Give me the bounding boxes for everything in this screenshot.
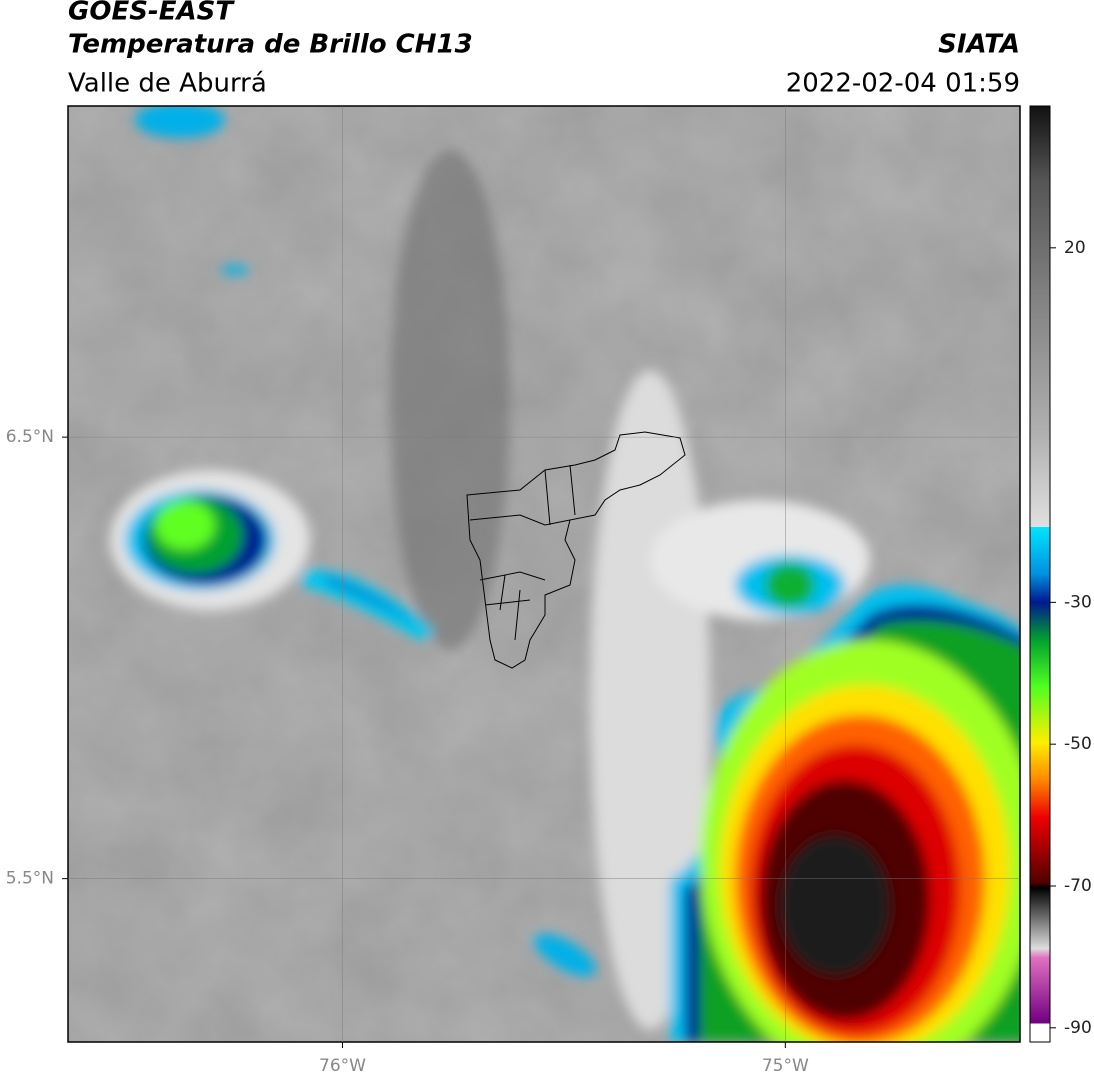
colorbar xyxy=(1029,105,1051,1043)
lon-tick-label: 75°W xyxy=(762,1056,809,1076)
region: Valle de Aburrá xyxy=(68,69,267,99)
colorbar-tick-label: 20 xyxy=(1064,238,1086,258)
lon-tick-label: 76°W xyxy=(319,1056,366,1076)
title: GOES-EAST xyxy=(68,0,235,27)
map-frame xyxy=(67,105,1021,1043)
subtitle: Temperatura de Brillo CH13 xyxy=(68,30,473,60)
datetime: 2022-02-04 01:59 xyxy=(786,69,1020,99)
lat-tick-label: 6.5°N xyxy=(6,427,54,447)
colorbar-tick-label: -50 xyxy=(1064,734,1092,754)
colorbar-tick-label: -30 xyxy=(1064,592,1092,612)
satellite-image xyxy=(68,106,1020,1042)
colorbar-tick-label: -70 xyxy=(1064,876,1092,896)
colorbar-tick-label: -90 xyxy=(1064,1018,1092,1038)
source: SIATA xyxy=(938,30,1020,60)
lat-tick-label: 5.5°N xyxy=(6,869,54,889)
